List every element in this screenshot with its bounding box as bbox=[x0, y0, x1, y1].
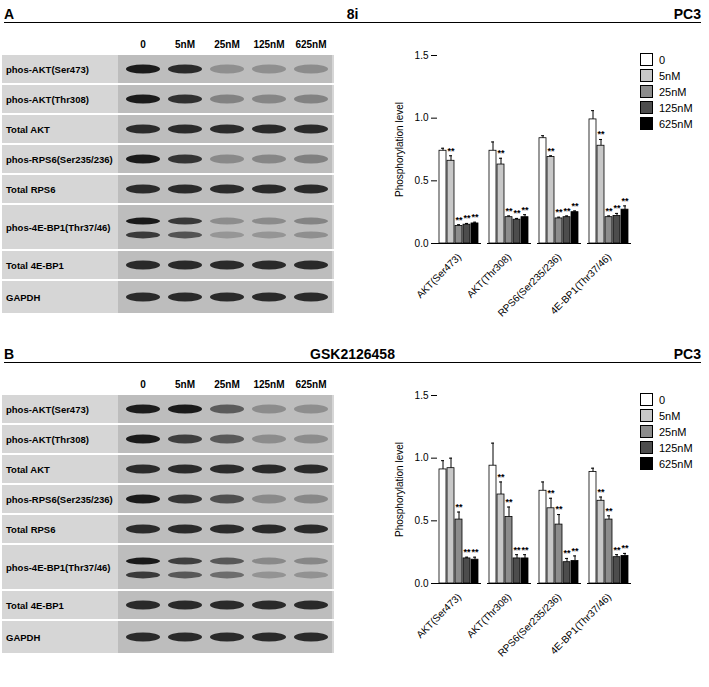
html-text:5nM: 5nM bbox=[659, 409, 681, 422]
svg-text:625nM: 625nM bbox=[295, 379, 326, 390]
svg-text:125nM: 125nM bbox=[253, 379, 284, 390]
svg-text:125nM: 125nM bbox=[253, 39, 284, 50]
svg-text:1.0: 1.0 bbox=[415, 452, 429, 463]
svg-text:25nM: 25nM bbox=[214, 379, 240, 390]
svg-text:0.0: 0.0 bbox=[415, 578, 429, 589]
svg-text:AKT(Thr308): AKT(Thr308) bbox=[465, 591, 514, 640]
html-text:PC3: PC3 bbox=[673, 6, 701, 22]
svg-text:0.5: 0.5 bbox=[415, 515, 429, 526]
html-text:0: 0 bbox=[659, 53, 666, 66]
svg-text:625nM: 625nM bbox=[295, 39, 326, 50]
svg-text:25nM: 25nM bbox=[214, 39, 240, 50]
svg-text:**: ** bbox=[605, 206, 613, 216]
svg-text:**: ** bbox=[563, 548, 571, 558]
svg-text:**: ** bbox=[463, 213, 471, 223]
svg-text:**: ** bbox=[613, 203, 621, 213]
svg-text:**: ** bbox=[571, 546, 579, 556]
svg-text:1.5: 1.5 bbox=[415, 50, 429, 61]
svg-text:**: ** bbox=[455, 215, 463, 225]
svg-text:AKT(Ser473): AKT(Ser473) bbox=[414, 591, 463, 640]
svg-text:**: ** bbox=[447, 146, 455, 156]
svg-text:phos-AKT(Thr308): phos-AKT(Thr308) bbox=[6, 94, 89, 105]
html-text:PC3: PC3 bbox=[673, 346, 701, 362]
svg-text:**: ** bbox=[471, 547, 479, 557]
svg-text:**: ** bbox=[613, 545, 621, 555]
svg-text:1.5: 1.5 bbox=[415, 390, 429, 401]
svg-text:**: ** bbox=[521, 545, 529, 555]
svg-text:**: ** bbox=[605, 506, 613, 516]
html-text:125nM: 125nM bbox=[659, 441, 693, 454]
svg-text:**: ** bbox=[621, 196, 629, 206]
svg-text:Total 4E-BP1: Total 4E-BP1 bbox=[6, 600, 65, 611]
svg-text:**: ** bbox=[505, 497, 513, 507]
svg-text:Total RPS6: Total RPS6 bbox=[6, 524, 55, 535]
html-text:0: 0 bbox=[659, 393, 666, 406]
html-text:A: A bbox=[4, 6, 15, 22]
svg-text:AKT(Ser473): AKT(Ser473) bbox=[414, 251, 463, 300]
svg-text:**: ** bbox=[571, 201, 579, 211]
svg-text:RPS6(Ser235/236): RPS6(Ser235/236) bbox=[495, 251, 564, 319]
svg-text:phos-AKT(Ser473): phos-AKT(Ser473) bbox=[6, 404, 89, 415]
svg-text:phos-AKT(Thr308): phos-AKT(Thr308) bbox=[6, 434, 89, 445]
svg-text:1.0: 1.0 bbox=[415, 112, 429, 123]
svg-text:RPS6(Ser235/236): RPS6(Ser235/236) bbox=[495, 591, 564, 659]
svg-text:**: ** bbox=[463, 547, 471, 557]
svg-text:5nM: 5nM bbox=[175, 379, 195, 390]
svg-text:0: 0 bbox=[140, 379, 146, 390]
svg-text:Phosphorylation level: Phosphorylation level bbox=[394, 442, 405, 537]
svg-text:**: ** bbox=[597, 487, 605, 497]
svg-text:0.0: 0.0 bbox=[415, 238, 429, 249]
svg-text:**: ** bbox=[497, 472, 505, 482]
svg-text:phos-AKT(Ser473): phos-AKT(Ser473) bbox=[6, 64, 89, 75]
svg-text:Total AKT: Total AKT bbox=[6, 124, 50, 135]
html-text:25nM: 25nM bbox=[659, 85, 687, 98]
svg-text:Total 4E-BP1: Total 4E-BP1 bbox=[6, 260, 65, 271]
html-text:625nM: 625nM bbox=[659, 117, 693, 130]
html-text:8i: 8i bbox=[346, 6, 359, 22]
svg-text:0.5: 0.5 bbox=[415, 175, 429, 186]
svg-text:Total AKT: Total AKT bbox=[6, 464, 50, 475]
svg-text:4E-BP1(Thr37/46): 4E-BP1(Thr37/46) bbox=[548, 591, 613, 656]
svg-text:**: ** bbox=[455, 502, 463, 512]
svg-text:phos-RPS6(Ser235/236): phos-RPS6(Ser235/236) bbox=[6, 154, 113, 165]
html-text:25nM: 25nM bbox=[659, 425, 687, 438]
svg-text:**: ** bbox=[497, 148, 505, 158]
svg-text:GAPDH: GAPDH bbox=[6, 632, 40, 643]
svg-text:4E-BP1(Thr37/46): 4E-BP1(Thr37/46) bbox=[548, 251, 613, 316]
svg-text:AKT(Thr308): AKT(Thr308) bbox=[465, 251, 514, 300]
svg-text:Total RPS6: Total RPS6 bbox=[6, 184, 55, 195]
html-text:125nM: 125nM bbox=[659, 101, 693, 114]
svg-text:**: ** bbox=[555, 207, 563, 217]
svg-text:**: ** bbox=[513, 545, 521, 555]
svg-text:**: ** bbox=[513, 208, 521, 218]
svg-text:Phosphorylation level: Phosphorylation level bbox=[394, 102, 405, 197]
svg-text:**: ** bbox=[505, 206, 513, 216]
svg-text:**: ** bbox=[555, 504, 563, 514]
html-text:625nM: 625nM bbox=[659, 457, 693, 470]
svg-text:**: ** bbox=[521, 205, 529, 215]
svg-text:5nM: 5nM bbox=[175, 39, 195, 50]
html-text:5nM: 5nM bbox=[659, 69, 681, 82]
svg-text:0: 0 bbox=[140, 39, 146, 50]
svg-text:**: ** bbox=[547, 488, 555, 498]
svg-text:**: ** bbox=[597, 129, 605, 139]
svg-text:phos-4E-BP1(Thr37/46): phos-4E-BP1(Thr37/46) bbox=[6, 562, 111, 573]
html-text:GSK2126458: GSK2126458 bbox=[310, 346, 395, 362]
svg-text:**: ** bbox=[471, 212, 479, 222]
svg-text:**: ** bbox=[621, 543, 629, 553]
svg-text:GAPDH: GAPDH bbox=[6, 292, 40, 303]
svg-text:**: ** bbox=[563, 206, 571, 216]
svg-text:phos-4E-BP1(Thr37/46): phos-4E-BP1(Thr37/46) bbox=[6, 222, 111, 233]
svg-text:**: ** bbox=[547, 146, 555, 156]
svg-text:phos-RPS6(Ser235/236): phos-RPS6(Ser235/236) bbox=[6, 494, 113, 505]
html-text:B: B bbox=[4, 346, 15, 362]
